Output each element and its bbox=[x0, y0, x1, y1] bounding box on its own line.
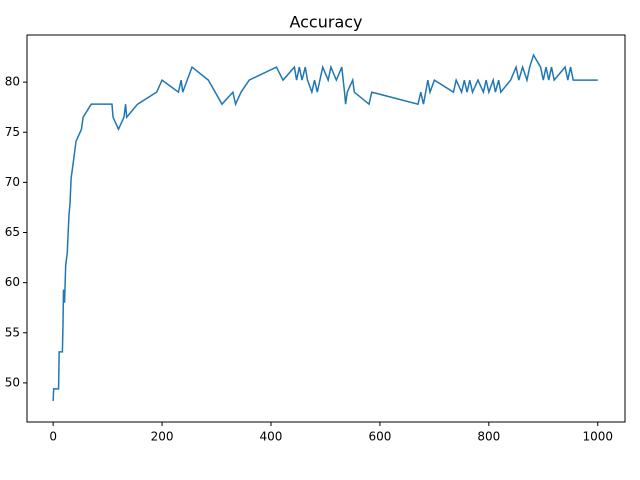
y-tick-label: 55 bbox=[5, 325, 20, 339]
plot-frame bbox=[26, 34, 626, 423]
x-tick-label: 200 bbox=[151, 430, 174, 444]
data-line bbox=[52, 53, 598, 401]
y-tick-label: 80 bbox=[5, 75, 20, 89]
x-tick-label: 800 bbox=[477, 430, 500, 444]
x-tick-label: 400 bbox=[260, 430, 283, 444]
y-tick-label: 70 bbox=[5, 175, 20, 189]
y-tick-label: 50 bbox=[5, 375, 20, 389]
x-tick-label: 1000 bbox=[582, 430, 613, 444]
chart-title: Accuracy bbox=[289, 13, 362, 32]
y-tick-label: 60 bbox=[5, 275, 20, 289]
x-tick-label: 600 bbox=[368, 430, 391, 444]
y-tick-label: 75 bbox=[5, 125, 20, 139]
y-tick-label: 65 bbox=[5, 225, 20, 239]
x-tick-label: 0 bbox=[49, 430, 57, 444]
